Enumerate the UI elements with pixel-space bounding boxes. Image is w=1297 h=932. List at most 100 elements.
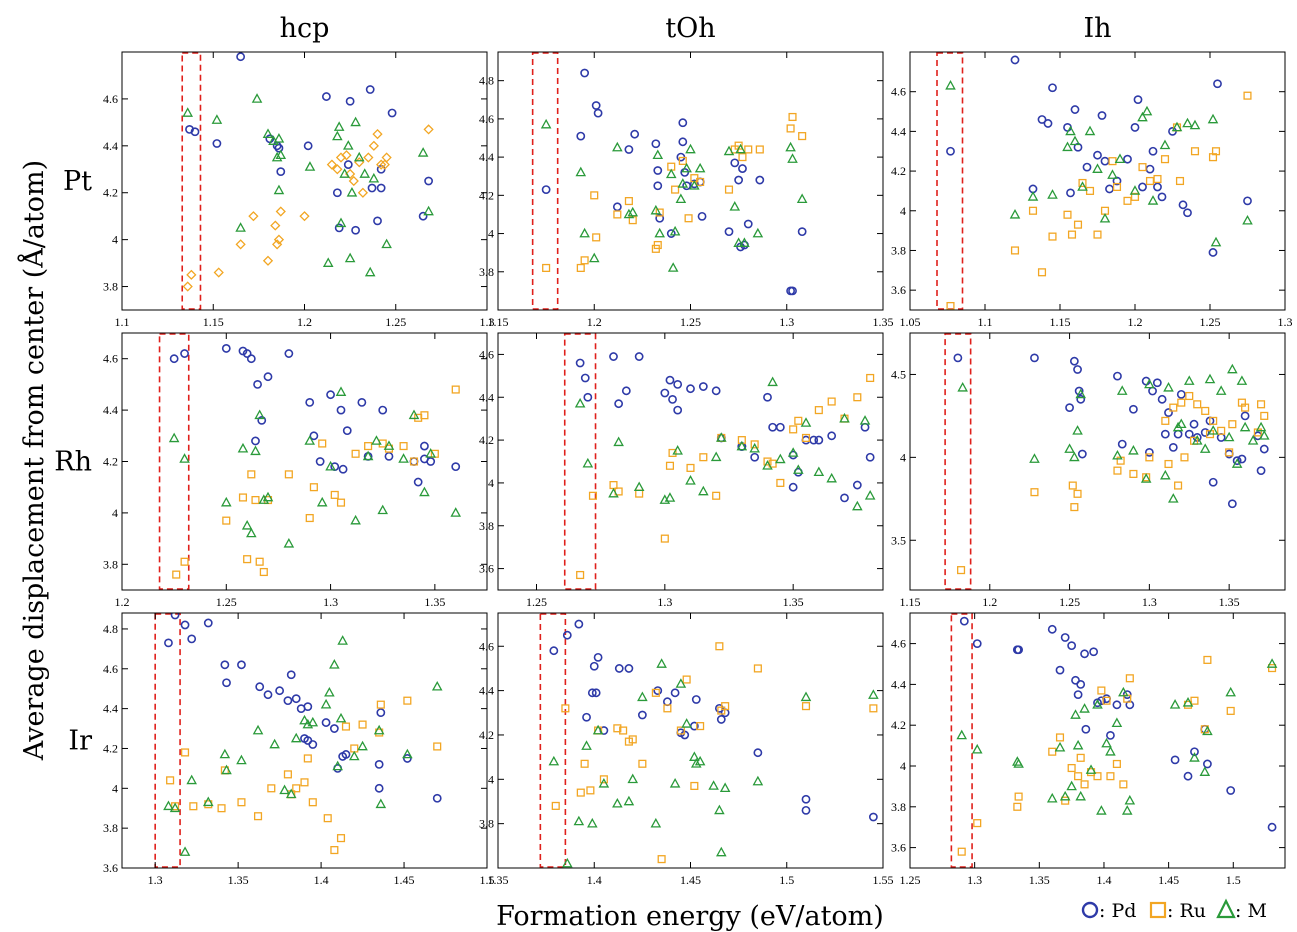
- panel-ir-toh: 1.35 1.4 1.45 1.5 1.55 3.8 4 4.2 4.4 4.6: [479, 612, 894, 887]
- point-m: [221, 764, 232, 775]
- point-ru: [379, 159, 390, 170]
- point-ru: [1228, 420, 1237, 429]
- point-ru: [423, 124, 434, 135]
- point-pd: [1232, 456, 1242, 466]
- point-pd: [1076, 394, 1086, 404]
- x-tick-label: 1.2: [297, 315, 312, 329]
- point-pd: [698, 382, 708, 391]
- x-tick-label: 1.3: [1142, 595, 1157, 609]
- point-m: [1085, 764, 1097, 774]
- point-ru: [682, 675, 691, 684]
- x-tick-label: 1.45: [1158, 873, 1179, 887]
- point-pd: [402, 754, 412, 763]
- highlight-box: [154, 613, 181, 868]
- point-pd: [587, 688, 597, 698]
- point-pd: [788, 482, 798, 492]
- x-tick-label: 1.5: [779, 873, 794, 887]
- point-pd: [203, 618, 213, 628]
- point-ru: [1113, 466, 1122, 475]
- point-pd: [284, 349, 294, 358]
- point-m: [251, 93, 263, 103]
- point-pd: [1157, 394, 1167, 404]
- point-ru: [381, 152, 392, 163]
- point-pd: [351, 225, 360, 235]
- point-m: [1084, 125, 1096, 136]
- point-m: [304, 435, 316, 445]
- legend-square-icon: [1149, 901, 1167, 919]
- x-tick-label: 1.35: [488, 873, 509, 887]
- points-rh-hcp: [168, 344, 462, 579]
- point-pd: [583, 392, 593, 402]
- point-pd: [852, 480, 862, 490]
- point-pd: [1148, 386, 1157, 396]
- point-ru: [403, 696, 412, 705]
- point-m: [689, 180, 700, 190]
- point-ru: [763, 457, 772, 466]
- point-m: [739, 237, 750, 247]
- point-pd: [1133, 95, 1143, 105]
- point-pd: [621, 386, 631, 396]
- point-m: [1069, 135, 1081, 146]
- point-ru: [690, 781, 699, 791]
- point-m: [813, 466, 825, 477]
- point-ru: [676, 726, 685, 735]
- highlight-box: [950, 613, 973, 868]
- point-pd: [743, 219, 753, 229]
- point-m: [1171, 121, 1183, 132]
- point-pd: [1081, 724, 1091, 734]
- point-m: [1092, 163, 1103, 173]
- point-pd: [686, 384, 695, 394]
- point-pd: [1014, 645, 1024, 655]
- point-ru: [699, 453, 708, 462]
- point-ru: [786, 124, 795, 133]
- point-m: [792, 464, 804, 474]
- point-pd: [827, 431, 837, 441]
- y-tick-label: 4.4: [479, 150, 494, 164]
- point-ru: [1093, 772, 1102, 781]
- point-m: [675, 678, 687, 688]
- point-ru: [1102, 696, 1111, 705]
- point-pd: [1125, 700, 1135, 710]
- point-pd: [374, 760, 384, 769]
- point-pd: [220, 660, 230, 670]
- point-pd: [451, 462, 461, 472]
- point-m: [582, 457, 594, 468]
- point-m: [1107, 169, 1118, 179]
- point-ru: [255, 557, 264, 566]
- panel-rh-toh: 1.25 1.3 1.35 3.6 3.8 4 4.2 4.4 4.6: [479, 332, 884, 609]
- x-tick-label: 1.15: [900, 595, 921, 609]
- point-pd: [326, 390, 335, 400]
- point-m: [383, 440, 395, 450]
- legend: : Pd: Ru: M: [1081, 898, 1267, 922]
- point-pd: [283, 696, 293, 706]
- point-ru: [1180, 453, 1189, 462]
- point-m: [652, 149, 664, 160]
- point-pd: [582, 712, 591, 722]
- point-m: [1204, 373, 1216, 384]
- point-m: [767, 376, 778, 387]
- point-m: [623, 795, 635, 806]
- point-pd: [670, 688, 680, 698]
- y-tick-label: 4.6: [891, 85, 906, 99]
- point-ru: [1174, 481, 1183, 490]
- point-m: [275, 149, 287, 160]
- point-m: [1064, 443, 1075, 453]
- point-ru: [222, 516, 231, 525]
- point-pd: [365, 85, 375, 94]
- point-pd: [1200, 428, 1210, 437]
- point-ru: [1080, 780, 1089, 789]
- point-pd: [237, 660, 246, 670]
- point-pd: [562, 630, 572, 640]
- point-pd: [1160, 429, 1170, 439]
- point-pd: [673, 405, 683, 415]
- point-pd: [1138, 182, 1147, 192]
- point-ru: [357, 187, 369, 198]
- point-ru: [957, 847, 966, 856]
- point-pd: [180, 620, 190, 630]
- y-tick-label: 4.4: [891, 677, 906, 691]
- point-pd: [1157, 192, 1167, 202]
- point-m: [1099, 212, 1111, 223]
- point-ru: [576, 570, 585, 580]
- point-m: [1258, 430, 1270, 440]
- point-ru: [351, 449, 360, 458]
